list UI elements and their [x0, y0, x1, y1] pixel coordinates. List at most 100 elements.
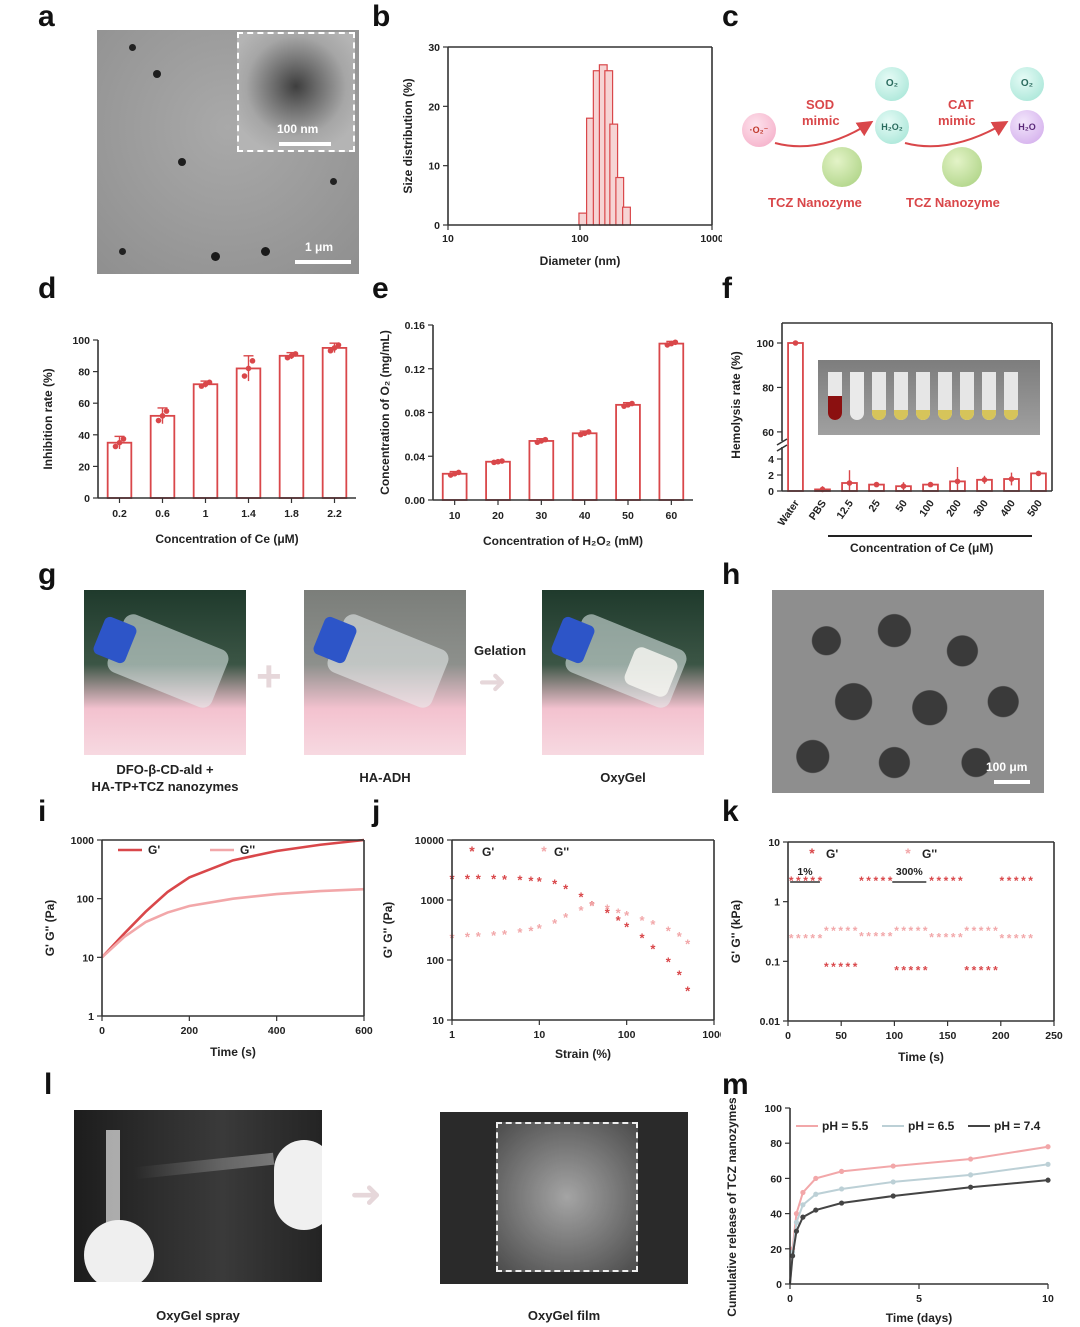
x-tick-label: 50 — [893, 498, 910, 515]
x-tick-label: 100 — [618, 1029, 636, 1041]
x-tick-label: 500 — [1025, 498, 1045, 519]
data-point: * — [677, 929, 683, 944]
data-point: * — [578, 890, 584, 905]
data-point: * — [552, 877, 558, 892]
legend-label: G' — [826, 847, 838, 861]
data-point — [793, 1219, 800, 1225]
tem-image: 100 nm 1 μm — [97, 30, 359, 274]
data-point: * — [1021, 932, 1026, 946]
h2o2-bubble: H₂O₂ — [875, 110, 909, 144]
data-point — [455, 469, 462, 476]
chart-i: G' G'' 0 200 400 600 1 10 100 1000 Time (s) G' G'' … — [43, 835, 373, 1059]
data-point: * — [866, 874, 871, 888]
chart-e: 10 20 30 40 50 60 0.00 0.04 0.08 0.12 0.16 Concentr… — [378, 320, 693, 548]
data-point — [839, 1200, 845, 1206]
data-point — [927, 481, 934, 488]
data-point — [968, 1172, 974, 1178]
data-point — [800, 1214, 806, 1220]
data-point: * — [1007, 874, 1012, 888]
data-point — [672, 339, 679, 346]
x-tick-label: 0 — [787, 1293, 793, 1305]
data-point: * — [810, 932, 815, 946]
data-point — [245, 365, 252, 372]
spray-photo — [74, 1110, 322, 1282]
vial-caption-1-line2: HA-TP+TCZ nanozymes — [91, 779, 239, 794]
data-point: * — [537, 874, 543, 889]
data-point — [846, 480, 853, 486]
data-point: * — [818, 932, 823, 946]
data-point: * — [789, 932, 794, 946]
particle — [261, 247, 270, 256]
spray-caption: OxyGel spray — [156, 1308, 240, 1323]
data-point — [968, 1156, 974, 1162]
y-tick-label: 40 — [78, 430, 90, 442]
series-line — [789, 1163, 1049, 1285]
y-axis-label: G' G'' (Pa) — [43, 900, 57, 957]
film-caption: OxyGel film — [527, 1308, 601, 1323]
sod-label: SOD — [806, 97, 835, 112]
nanozyme-label-1: TCZ Nanozyme — [768, 195, 862, 210]
bar — [321, 347, 348, 499]
y-tick-label: 80 — [770, 1138, 782, 1150]
bar — [149, 414, 176, 499]
data-point: * — [986, 964, 991, 978]
chart-k: * * * * ** * * * ** * * * ** * * * ** * * * ** * * * ** * * * ** G'* *… — [729, 837, 1063, 1064]
data-point: * — [1014, 874, 1019, 888]
data-point: * — [838, 924, 843, 938]
data-point: * — [563, 910, 569, 925]
data-point: * — [650, 941, 656, 956]
x-tick-label: 0.6 — [155, 508, 170, 520]
x-axis-label: Time (days) — [886, 1311, 952, 1325]
chart-d: 0.2 0.6 1 1.4 1.8 2.2 0 20 40 60 80 100 Concentratio… — [41, 335, 356, 546]
strain-high-label: 300% — [896, 866, 924, 878]
y-tick-label: 40 — [770, 1209, 782, 1221]
data-point — [792, 340, 799, 346]
data-point: * — [958, 931, 963, 945]
data-point: * — [838, 960, 843, 974]
series-line — [101, 838, 365, 959]
x-tick-label: 0 — [99, 1025, 105, 1037]
tem-inset: 100 nm — [237, 32, 355, 152]
y-axis-label: Concentration of O₂ (mg/mL) — [378, 330, 392, 495]
y-tick-label: 20 — [428, 101, 440, 113]
data-point: * — [517, 925, 523, 940]
tube — [850, 372, 864, 420]
histogram-bar — [622, 206, 631, 226]
y-tick-label: 0.08 — [405, 408, 426, 420]
x-tick-label: 2.2 — [327, 508, 342, 520]
x-axis-label: Concentration of H₂O₂ (mM) — [483, 534, 643, 548]
x-tick-label: 400 — [268, 1025, 286, 1037]
data-point — [793, 1228, 800, 1234]
bar — [528, 440, 555, 501]
y-tick-label: 0 — [776, 1279, 782, 1291]
data-point: * — [846, 960, 851, 974]
data-point: * — [1028, 874, 1033, 888]
data-point — [116, 439, 123, 446]
x-tick-label: 20 — [492, 510, 504, 522]
data-point: * — [605, 905, 611, 920]
data-point: * — [951, 874, 956, 888]
data-point: * — [491, 872, 497, 887]
data-point: * — [944, 931, 949, 945]
tube — [916, 372, 930, 420]
x-tick-label: 40 — [579, 510, 591, 522]
cascade-arrows — [774, 120, 1009, 148]
y-tick-label: 60 — [78, 398, 90, 410]
panel-label-a: a — [38, 0, 55, 33]
x-tick-label: 400 — [998, 498, 1018, 519]
y-tick-label: 10000 — [415, 835, 444, 847]
y-tick-label: 1 — [88, 1011, 94, 1023]
x-tick-label: 12.5 — [834, 498, 856, 522]
y-tick-label: 80 — [78, 367, 90, 379]
data-point: * — [502, 872, 508, 887]
y-tick-label: 0.1 — [765, 956, 780, 968]
legend-label: G' — [482, 845, 494, 859]
data-point — [327, 347, 334, 354]
tube — [872, 372, 886, 420]
data-point: * — [552, 916, 558, 931]
x-tick-label: 10 — [449, 510, 461, 522]
x-tick-label: 25 — [866, 498, 883, 515]
y-axis-label: Cumulative release of TCZ nanozymes (%) — [725, 1098, 739, 1317]
data-point — [585, 429, 592, 435]
data-point — [120, 436, 127, 442]
